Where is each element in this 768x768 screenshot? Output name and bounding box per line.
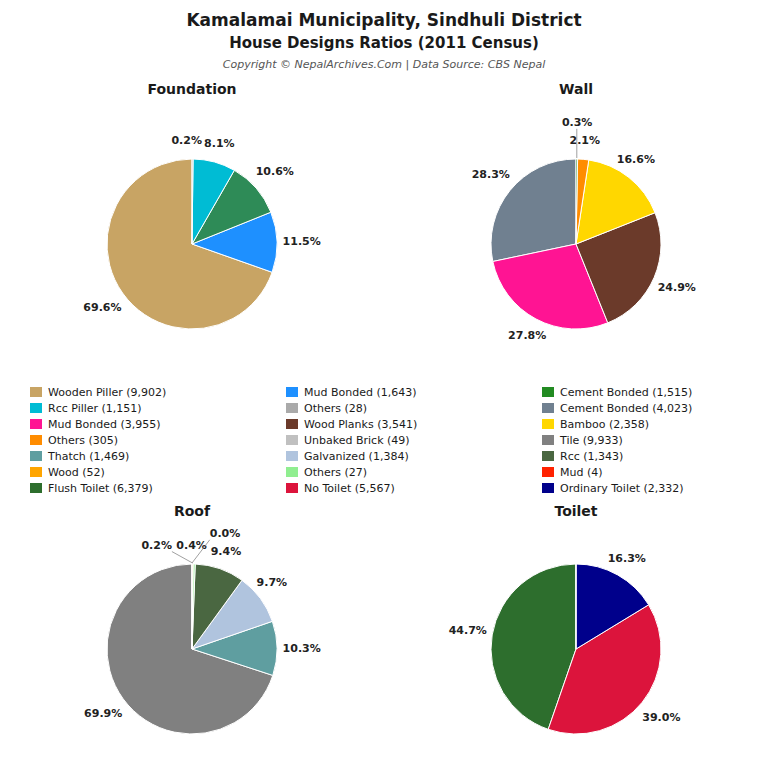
chart: Kamalamai Municipality, Sindhuli Distric… <box>0 0 768 768</box>
leader-line <box>576 129 577 158</box>
legend-label: Rcc Piller (1,151) <box>48 402 142 415</box>
legend-swatch <box>30 435 42 445</box>
data-label: 10.6% <box>256 165 294 178</box>
slices <box>107 564 277 734</box>
data-label: 39.0% <box>642 711 680 724</box>
legend-label: Unbaked Brick (49) <box>304 434 410 447</box>
legend-label: Galvanized (1,384) <box>304 450 409 463</box>
legend-label: No Toilet (5,567) <box>304 482 395 495</box>
data-label: 0.2% <box>171 134 202 147</box>
legend-swatch <box>30 483 42 493</box>
legend-label: Wood (52) <box>48 466 105 479</box>
pie-slice <box>192 564 195 649</box>
data-label: 69.9% <box>84 707 122 720</box>
legend-label: Mud Bonded (1,643) <box>304 386 417 399</box>
pie-title: Toilet <box>554 503 597 519</box>
legend-swatch <box>286 451 298 461</box>
legend-label: Ordinary Toilet (2,332) <box>560 482 684 495</box>
data-labels: 69.9%10.3%9.7%9.4%0.4%0.2%0.0% <box>84 527 321 720</box>
pie-title: Wall <box>559 81 593 97</box>
legend-label: Others (27) <box>304 466 367 479</box>
legend-label: Mud Bonded (3,955) <box>48 418 161 431</box>
legend-label: Rcc (1,343) <box>560 450 623 463</box>
legend-swatch <box>542 419 554 429</box>
data-labels: 69.6% 11.5% 10.6% 8.1%0.2% <box>83 134 320 314</box>
legend-swatch <box>30 403 42 413</box>
legend-swatch <box>30 387 42 397</box>
data-label: 2.1% <box>570 134 601 147</box>
legend-label: Wood Planks (3,541) <box>304 418 417 431</box>
data-label: 11.5% <box>283 235 321 248</box>
legend-swatch <box>30 419 42 429</box>
data-label: 28.3% <box>472 168 510 181</box>
pie-slice <box>192 564 193 649</box>
legend-swatch <box>542 387 554 397</box>
title: Kamalamai Municipality, Sindhuli Distric… <box>186 10 581 30</box>
legend-swatch <box>542 403 554 413</box>
legend-swatch <box>286 483 298 493</box>
pie-slice <box>192 564 193 649</box>
data-label: 9.4% <box>211 545 242 558</box>
legend-label: Others (305) <box>48 434 118 447</box>
legend-swatch <box>286 435 298 445</box>
leader-line <box>192 540 210 563</box>
data-label: 44.7% <box>449 624 487 637</box>
annotation: Copyright © NepalArchives.Com | Data Sou… <box>223 58 545 71</box>
legend-swatch <box>30 451 42 461</box>
data-label: 9.7% <box>257 576 288 589</box>
legend-label: Others (28) <box>304 402 367 415</box>
legend-swatch <box>542 483 554 493</box>
pie-chart: Wall 28.3% 27.8% 24.9% 16.6% 2.1% 0.3% <box>472 81 696 342</box>
legend-label: Bamboo (2,358) <box>560 418 649 431</box>
leader-line <box>172 552 193 563</box>
legend: Wooden Piller (9,902) Mud Bonded (1,643) C… <box>30 386 692 495</box>
slices <box>491 564 661 734</box>
pie-slice <box>576 159 578 244</box>
pie-slice <box>192 159 234 244</box>
legend-swatch <box>542 435 554 445</box>
legend-label: Flush Toilet (6,379) <box>48 482 153 495</box>
legend-label: Thatch (1,469) <box>47 450 129 463</box>
legend-label: Wooden Piller (9,902) <box>48 386 166 399</box>
data-label: 24.9% <box>658 281 696 294</box>
pie-title: Roof <box>174 503 211 519</box>
data-label: 16.3% <box>608 552 646 565</box>
data-label: 0.2% <box>141 539 172 552</box>
slices <box>491 159 661 329</box>
legend-swatch <box>30 467 42 477</box>
data-label: 0.3% <box>562 116 593 129</box>
legend-label: Cement Bonded (4,023) <box>560 402 692 415</box>
pie-slice <box>576 564 577 649</box>
pie-title: Foundation <box>147 81 236 97</box>
data-label: 27.8% <box>508 329 546 342</box>
subtitle: House Designs Ratios (2011 Census) <box>229 34 539 52</box>
data-label: 10.3% <box>283 642 321 655</box>
legend-label: Mud (4) <box>560 466 603 479</box>
slices <box>107 159 277 329</box>
data-label: 69.6% <box>83 301 121 314</box>
legend-label: Cement Bonded (1,515) <box>560 386 692 399</box>
legend-swatch <box>286 467 298 477</box>
pie-slice <box>576 564 649 649</box>
data-label: 8.1% <box>204 137 235 150</box>
data-label: 0.0% <box>210 527 241 540</box>
legend-swatch <box>542 467 554 477</box>
data-labels: 44.7% 39.0% 16.3% <box>449 552 681 724</box>
background <box>0 0 768 768</box>
pie-chart: Toilet 44.7% 39.0% 16.3% <box>449 503 681 734</box>
data-labels: 28.3% 27.8% 24.9% 16.6% 2.1% 0.3% <box>472 116 696 342</box>
legend-swatch <box>542 451 554 461</box>
pie-chart: Foundation 69.6% 11.5% 10.6% 8.1%0.2% <box>83 81 320 329</box>
pie-chart: Roof69.9%10.3%9.7%9.4%0.4%0.2%0.0% <box>84 503 321 734</box>
legend-swatch <box>286 419 298 429</box>
data-label: 16.6% <box>617 153 655 166</box>
legend-swatch <box>286 387 298 397</box>
pie-slice <box>576 160 655 244</box>
legend-swatch <box>286 403 298 413</box>
pie-slice <box>192 159 193 244</box>
pie-slice <box>192 564 242 649</box>
pie-slice <box>576 159 589 244</box>
legend-label: Tile (9,933) <box>559 434 623 447</box>
